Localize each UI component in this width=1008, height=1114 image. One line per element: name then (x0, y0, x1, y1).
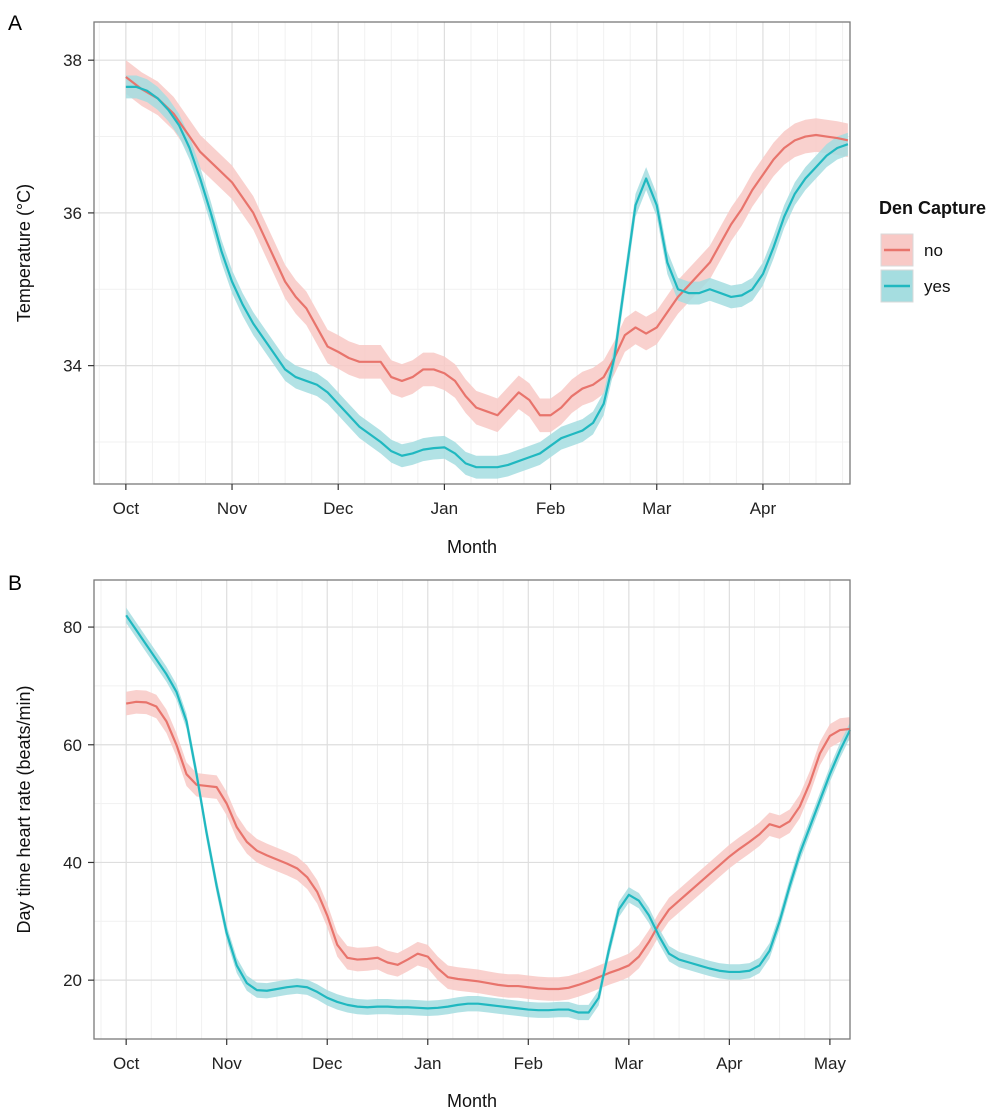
x-axis-title: Month (447, 1091, 497, 1111)
legend-label-yes: yes (924, 277, 950, 296)
series-line-yes (125, 85, 849, 469)
x-tick-label: Apr (716, 1054, 743, 1073)
x-tick-label: Mar (614, 1054, 644, 1073)
x-tick-label: Dec (312, 1054, 343, 1073)
confidence-band-no (125, 60, 848, 433)
x-tick-label: Dec (323, 499, 354, 518)
plot-frame (93, 21, 851, 485)
y-tick-label: 40 (63, 853, 82, 872)
x-tick-label: Mar (642, 499, 672, 518)
x-tick-label: Nov (212, 1054, 243, 1073)
y-tick-label: 38 (63, 51, 82, 70)
y-tick-label: 36 (63, 204, 82, 223)
panel-letter: B (8, 572, 22, 595)
confidence-band-no (126, 690, 851, 1001)
panel-b: B Oct Nov Dec Jan Feb Mar Apr May 20 40 60 80 Month Da… (8, 572, 851, 1111)
series-line-yes (125, 614, 851, 1014)
x-tick-label: Feb (514, 1054, 543, 1073)
confidence-band-yes (125, 75, 848, 479)
y-tick-label: 34 (63, 357, 82, 376)
series-line-no (125, 76, 849, 417)
x-tick-label: Jan (414, 1054, 441, 1073)
series-line-no (125, 700, 851, 991)
y-axis-title: Temperature (°C) (14, 184, 34, 322)
gridlines (94, 580, 850, 1040)
plot-background (94, 580, 850, 1039)
x-tick-label: Oct (113, 1054, 140, 1073)
x-tick-label: Apr (750, 499, 777, 518)
legend: Den Capture no yes (879, 198, 986, 303)
x-tick-label: Oct (113, 499, 140, 518)
panel-a: A Oct Nov Dec Jan Feb Mar Apr 34 36 38 Month Tempera… (8, 12, 851, 557)
y-tick-label: 60 (63, 736, 82, 755)
x-axis-title: Month (447, 537, 497, 557)
panel-letter: A (8, 12, 22, 35)
x-tick-label: May (814, 1054, 847, 1073)
x-tick-label: Nov (217, 499, 248, 518)
plot-frame (93, 579, 851, 1040)
x-tick-label: Feb (536, 499, 565, 518)
legend-label-no: no (924, 241, 943, 260)
y-axis-title: Day time heart rate (beats/min) (14, 685, 34, 933)
y-tick-label: 80 (63, 618, 82, 637)
x-tick-label: Jan (431, 499, 458, 518)
legend-title: Den Capture (879, 198, 986, 218)
y-tick-label: 20 (63, 971, 82, 990)
